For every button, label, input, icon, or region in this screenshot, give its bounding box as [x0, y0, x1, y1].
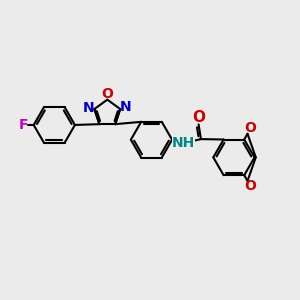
Text: N: N — [83, 100, 94, 115]
Text: O: O — [192, 110, 205, 125]
Text: F: F — [19, 118, 28, 132]
Text: O: O — [101, 87, 113, 101]
Text: N: N — [120, 100, 131, 114]
Text: NH: NH — [172, 136, 195, 150]
Text: O: O — [244, 179, 256, 193]
Text: O: O — [244, 122, 256, 136]
